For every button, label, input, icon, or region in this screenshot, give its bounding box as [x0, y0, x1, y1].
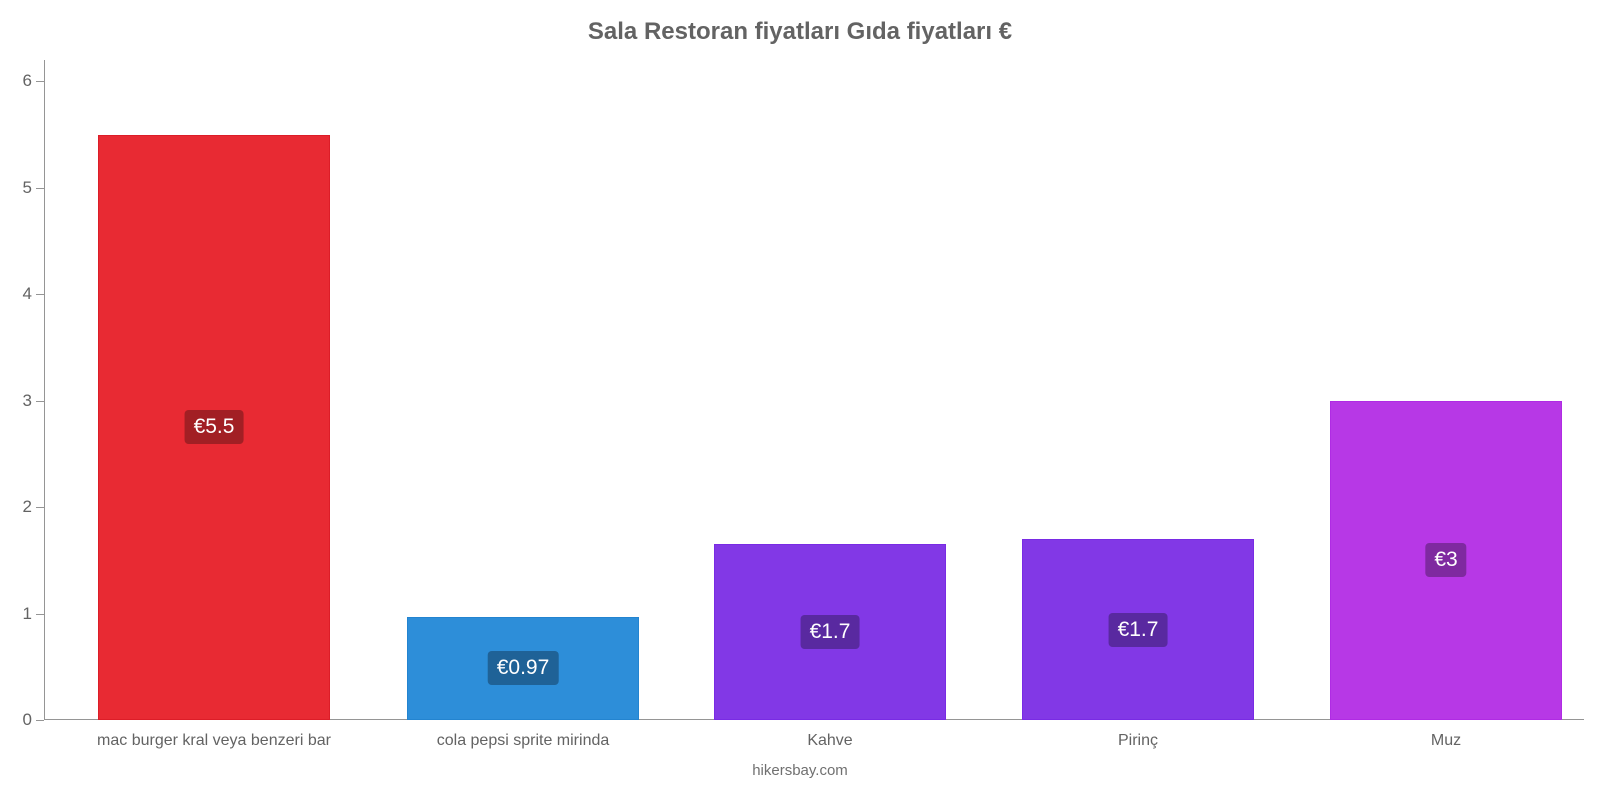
y-tick-label: 1	[23, 604, 32, 624]
bar-value-label: €1.7	[801, 615, 860, 649]
y-tick	[36, 614, 44, 615]
y-tick-label: 4	[23, 284, 32, 304]
y-tick	[36, 294, 44, 295]
chart-title: Sala Restoran fiyatları Gıda fiyatları €	[0, 18, 1600, 46]
x-tick-label: cola pepsi sprite mirinda	[437, 732, 610, 750]
x-tick-label: mac burger kral veya benzeri bar	[97, 732, 331, 750]
x-tick-label: Kahve	[807, 732, 852, 750]
y-tick	[36, 507, 44, 508]
y-tick-label: 3	[23, 391, 32, 411]
y-tick-label: 5	[23, 178, 32, 198]
bar: €3	[1330, 401, 1562, 720]
bar: €1.7	[714, 544, 946, 720]
x-tick-label: Pirinç	[1118, 732, 1158, 750]
bar: €5.5	[98, 135, 330, 720]
bar-value-label: €5.5	[185, 410, 244, 444]
bar: €1.7	[1022, 539, 1254, 720]
bar-value-label: €1.7	[1109, 613, 1168, 647]
y-tick-label: 2	[23, 497, 32, 517]
x-tick-label: Muz	[1431, 732, 1461, 750]
credit-text: hikersbay.com	[0, 762, 1600, 779]
y-tick	[36, 81, 44, 82]
plot-area: 0123456€5.5mac burger kral veya benzeri …	[44, 60, 1584, 720]
bar: €0.97	[407, 617, 639, 720]
bar-value-label: €0.97	[488, 651, 559, 685]
bar-value-label: €3	[1425, 543, 1466, 577]
y-tick-label: 6	[23, 71, 32, 91]
y-tick	[36, 188, 44, 189]
y-axis-line	[44, 60, 45, 720]
y-tick-label: 0	[23, 710, 32, 730]
y-tick	[36, 401, 44, 402]
y-tick	[36, 720, 44, 721]
